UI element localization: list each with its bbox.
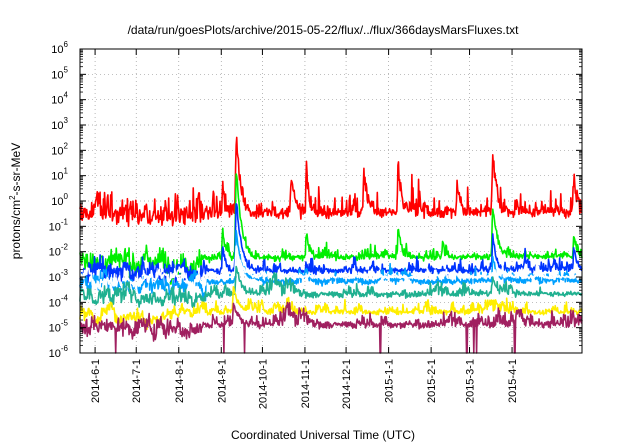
y-tick-base: 10: [51, 69, 63, 81]
series-line: [79, 265, 583, 308]
y-tick-base: 10: [49, 247, 61, 259]
y-tick-exponent: -5: [61, 319, 69, 328]
y-tick-exponent: -1: [61, 217, 69, 226]
y-tick-label: 10-5: [49, 319, 69, 335]
y-tick-label: 102: [51, 141, 68, 157]
y-tick-exponent: -6: [61, 344, 69, 353]
y-axis-label-rest: -s-sr-MeV: [9, 143, 23, 196]
x-tick-label: 2014-6-1: [90, 359, 102, 403]
y-tick-exponent: 2: [64, 141, 69, 150]
y-tick-base: 10: [51, 120, 63, 132]
y-tick-base: 10: [49, 221, 61, 233]
x-tick-label: 2014-9-1: [216, 359, 228, 403]
x-tick-label: 2015-4-1: [507, 359, 519, 403]
x-tick-label: 2014-10-1: [257, 359, 269, 409]
y-tick-base: 10: [51, 171, 63, 183]
series-line: [79, 136, 583, 228]
series-line: [79, 245, 583, 295]
y-tick-base: 10: [49, 348, 61, 360]
x-tick-label: 2014-12-1: [341, 359, 353, 409]
series-group: [79, 136, 583, 354]
y-tick-exponent: -3: [61, 268, 69, 277]
x-axis-label: Coordinated Universal Time (UTC): [231, 428, 415, 442]
y-tick-label: 10-1: [49, 217, 69, 233]
x-tick-label: 2014-7-1: [131, 359, 143, 403]
y-tick-base: 10: [49, 297, 61, 309]
y-tick-label: 105: [51, 65, 68, 81]
y-tick-exponent: -4: [61, 293, 69, 302]
x-tick-label: 2015-3-1: [465, 359, 477, 403]
y-tick-base: 10: [51, 196, 63, 208]
series-line: [79, 301, 583, 354]
y-tick-exponent: 6: [64, 40, 69, 49]
series-line: [79, 173, 583, 285]
y-tick-label: 10-2: [49, 243, 69, 259]
y-tick-base: 10: [51, 44, 63, 56]
y-tick-label: 10-4: [49, 293, 69, 309]
x-tick-label: 2015-1-1: [384, 359, 396, 403]
y-tick-base: 10: [49, 272, 61, 284]
x-tick-label: 2014-11-1: [300, 359, 312, 408]
y-tick-exponent: -2: [61, 243, 69, 252]
y-tick-exponent: 1: [64, 167, 69, 176]
y-tick-base: 10: [49, 323, 61, 335]
y-tick-label: 104: [51, 91, 68, 107]
y-tick-exponent: 5: [64, 65, 69, 74]
y-axis-label-main: protons/cm: [9, 200, 23, 259]
y-axis-label-superscript: 2: [8, 195, 17, 200]
y-tick-label: 106: [51, 40, 68, 56]
y-tick-exponent: 3: [64, 116, 69, 125]
y-axis-label: protons/cm2-s-sr-MeV: [8, 143, 23, 259]
x-tick-label: 2015-2-1: [426, 359, 438, 403]
y-tick-base: 10: [51, 95, 63, 107]
y-tick-label: 10-3: [49, 268, 69, 284]
y-tick-exponent: 0: [64, 192, 69, 201]
y-tick-label: 100: [51, 192, 68, 208]
y-tick-label: 101: [51, 167, 68, 183]
x-tick-label: 2014-8-1: [174, 359, 186, 403]
chart-title: /data/run/goesPlots/archive/2015-05-22/f…: [128, 23, 520, 37]
axes: 10-610-510-410-310-210-11001011021031041…: [49, 40, 582, 409]
y-tick-base: 10: [51, 145, 63, 157]
y-tick-label: 103: [51, 116, 68, 132]
y-tick-exponent: 4: [64, 91, 69, 100]
y-tick-label: 10-6: [49, 344, 69, 360]
